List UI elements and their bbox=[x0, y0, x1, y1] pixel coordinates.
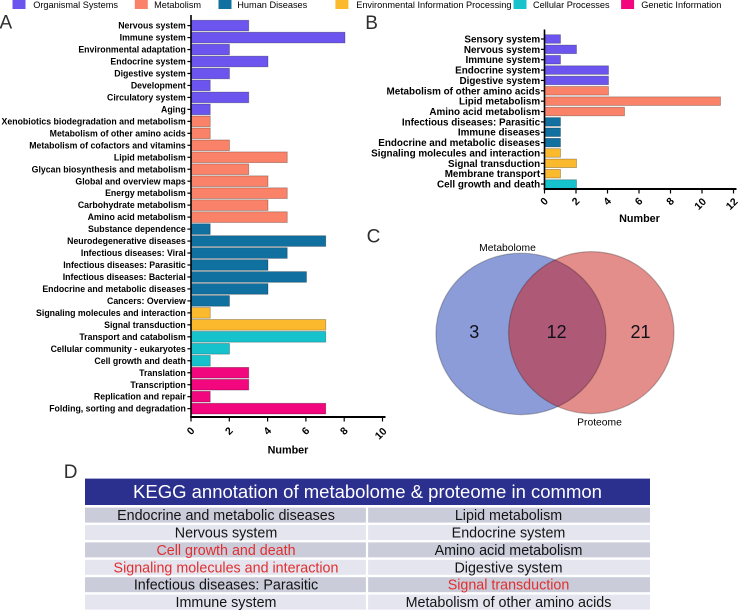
svg-text:21: 21 bbox=[630, 322, 650, 342]
svg-text:Infectious diseases: Bacterial: Infectious diseases: Bacterial bbox=[63, 272, 186, 282]
svg-text:Infectious diseases: Parasitic: Infectious diseases: Parasitic bbox=[63, 260, 186, 270]
svg-text:0: 0 bbox=[538, 195, 551, 208]
svg-text:Immune diseases: Immune diseases bbox=[458, 128, 541, 139]
svg-text:4: 4 bbox=[261, 425, 274, 438]
svg-text:2: 2 bbox=[570, 195, 583, 208]
svg-text:Membrane transport: Membrane transport bbox=[445, 169, 541, 180]
svg-text:Carbohydrate metabolism: Carbohydrate metabolism bbox=[78, 200, 186, 210]
svg-text:Genetic Information: Genetic Information bbox=[641, 0, 721, 10]
svg-text:Lipid metabolism: Lipid metabolism bbox=[459, 97, 540, 108]
svg-text:Nervous system: Nervous system bbox=[464, 45, 541, 56]
svg-text:Endocrine and metabolic diseas: Endocrine and metabolic diseases bbox=[117, 508, 335, 524]
svg-text:Metabolism of other amino acid: Metabolism of other amino acids bbox=[406, 595, 612, 611]
svg-text:Infectious diseases: Parasitic: Infectious diseases: Parasitic bbox=[134, 578, 318, 594]
svg-text:10: 10 bbox=[373, 425, 390, 442]
svg-text:Cancers: Overview: Cancers: Overview bbox=[107, 296, 186, 306]
svg-text:Infectious diseases: Viral: Infectious diseases: Viral bbox=[81, 248, 186, 258]
svg-text:Endocrine and metabolic diseas: Endocrine and metabolic diseases bbox=[378, 138, 540, 149]
svg-text:Endocrine system: Endocrine system bbox=[452, 526, 566, 542]
svg-text:Signal transduction: Signal transduction bbox=[448, 159, 540, 170]
svg-text:Cellular community - eukaryote: Cellular community - eukaryotes bbox=[51, 344, 186, 354]
svg-text:Amino acid metabolism: Amino acid metabolism bbox=[88, 212, 186, 222]
svg-text:Folding, sorting and degradati: Folding, sorting and degradation bbox=[49, 404, 186, 414]
svg-text:Amino acid metabolism: Amino acid metabolism bbox=[435, 543, 583, 559]
svg-text:2: 2 bbox=[223, 425, 236, 438]
svg-text:Amino acid metabolism: Amino acid metabolism bbox=[429, 107, 540, 118]
svg-text:6: 6 bbox=[633, 195, 646, 208]
svg-text:Neurodegenerative diseases: Neurodegenerative diseases bbox=[67, 236, 186, 246]
svg-text:Environmental Information Proc: Environmental Information Processing bbox=[356, 0, 511, 10]
svg-text:Environmental adaptation: Environmental adaptation bbox=[78, 45, 185, 55]
svg-text:Cell growth and death: Cell growth and death bbox=[94, 356, 185, 366]
svg-text:Nervous system: Nervous system bbox=[175, 526, 278, 542]
svg-text:Digestive system: Digestive system bbox=[454, 560, 562, 576]
svg-text:Transcription: Transcription bbox=[130, 380, 185, 390]
svg-text:Nervous system: Nervous system bbox=[118, 21, 186, 31]
svg-text:Signaling molecules and intera: Signaling molecules and interaction bbox=[36, 308, 186, 318]
svg-text:Immune system: Immune system bbox=[466, 55, 541, 66]
svg-text:Replication and repair: Replication and repair bbox=[94, 392, 186, 402]
svg-text:12: 12 bbox=[547, 322, 567, 342]
svg-text:Endocrine system: Endocrine system bbox=[455, 66, 540, 77]
svg-text:Infectious diseases: Parasitic: Infectious diseases: Parasitic bbox=[402, 117, 541, 128]
svg-text:Cell growth and death: Cell growth and death bbox=[156, 543, 295, 559]
svg-text:Sensory system: Sensory system bbox=[464, 35, 540, 46]
svg-text:Digestive system: Digestive system bbox=[459, 76, 540, 87]
svg-text:Metabolome: Metabolome bbox=[479, 243, 536, 254]
svg-text:10: 10 bbox=[692, 196, 709, 213]
svg-text:Glycan biosynthesis and metabo: Glycan biosynthesis and metabolism bbox=[32, 164, 186, 174]
svg-text:Proteome: Proteome bbox=[577, 417, 622, 428]
svg-text:Cellular Processes: Cellular Processes bbox=[533, 0, 610, 10]
svg-text:Metabolism of other amino acid: Metabolism of other amino acids bbox=[387, 86, 541, 97]
svg-text:Development: Development bbox=[131, 81, 186, 91]
svg-text:Translation: Translation bbox=[139, 368, 186, 378]
svg-text:C: C bbox=[367, 226, 381, 247]
svg-text:4: 4 bbox=[601, 195, 614, 208]
svg-text:Cell growth and death: Cell growth and death bbox=[437, 180, 540, 191]
svg-text:12: 12 bbox=[724, 196, 738, 213]
svg-text:Metabolism of other amino acid: Metabolism of other amino acids bbox=[50, 128, 186, 138]
svg-text:0: 0 bbox=[185, 425, 198, 438]
svg-text:Immune system: Immune system bbox=[120, 33, 186, 43]
svg-text:Signal transduction: Signal transduction bbox=[448, 578, 570, 594]
svg-text:Energy metabolism: Energy metabolism bbox=[105, 188, 186, 198]
svg-text:Metabolism: Metabolism bbox=[154, 0, 201, 10]
svg-text:Aging: Aging bbox=[161, 104, 186, 114]
svg-text:D: D bbox=[64, 462, 78, 483]
svg-text:3: 3 bbox=[469, 322, 479, 342]
svg-text:Lipid metabolism: Lipid metabolism bbox=[455, 508, 562, 524]
svg-text:Organismal Systems: Organismal Systems bbox=[33, 0, 118, 10]
svg-text:A: A bbox=[0, 13, 13, 34]
svg-text:Endocrine system: Endocrine system bbox=[110, 57, 186, 67]
svg-text:Number: Number bbox=[619, 213, 661, 225]
svg-text:B: B bbox=[365, 13, 378, 34]
svg-text:8: 8 bbox=[664, 195, 677, 208]
svg-text:KEGG annotation of metabolome: KEGG annotation of metabolome & proteome… bbox=[133, 481, 602, 502]
svg-text:Number: Number bbox=[268, 445, 310, 457]
svg-text:Metabolism of cofactors and vi: Metabolism of cofactors and vitamins bbox=[29, 140, 186, 150]
svg-text:Circulatory system: Circulatory system bbox=[107, 92, 186, 102]
svg-text:Human Diseases: Human Diseases bbox=[237, 0, 307, 10]
svg-text:Global and overview maps: Global and overview maps bbox=[75, 176, 186, 186]
svg-text:Signaling molecules and intera: Signaling molecules and interaction bbox=[114, 560, 339, 576]
svg-text:8: 8 bbox=[338, 425, 351, 438]
svg-text:Xenobiotics biodegradation and: Xenobiotics biodegradation and metabolis… bbox=[2, 116, 186, 126]
svg-text:Transport and catabolism: Transport and catabolism bbox=[79, 332, 186, 342]
svg-text:Substance dependence: Substance dependence bbox=[88, 224, 186, 234]
svg-text:Digestive system: Digestive system bbox=[114, 69, 186, 79]
svg-text:Endocrine and metabolic diseas: Endocrine and metabolic diseases bbox=[42, 284, 186, 294]
svg-text:Signaling molecules and intera: Signaling molecules and interaction bbox=[371, 148, 540, 159]
svg-text:Signal transduction: Signal transduction bbox=[104, 320, 186, 330]
svg-text:Immune system: Immune system bbox=[176, 595, 277, 611]
svg-text:Lipid metabolism: Lipid metabolism bbox=[114, 152, 186, 162]
svg-text:6: 6 bbox=[300, 425, 313, 438]
